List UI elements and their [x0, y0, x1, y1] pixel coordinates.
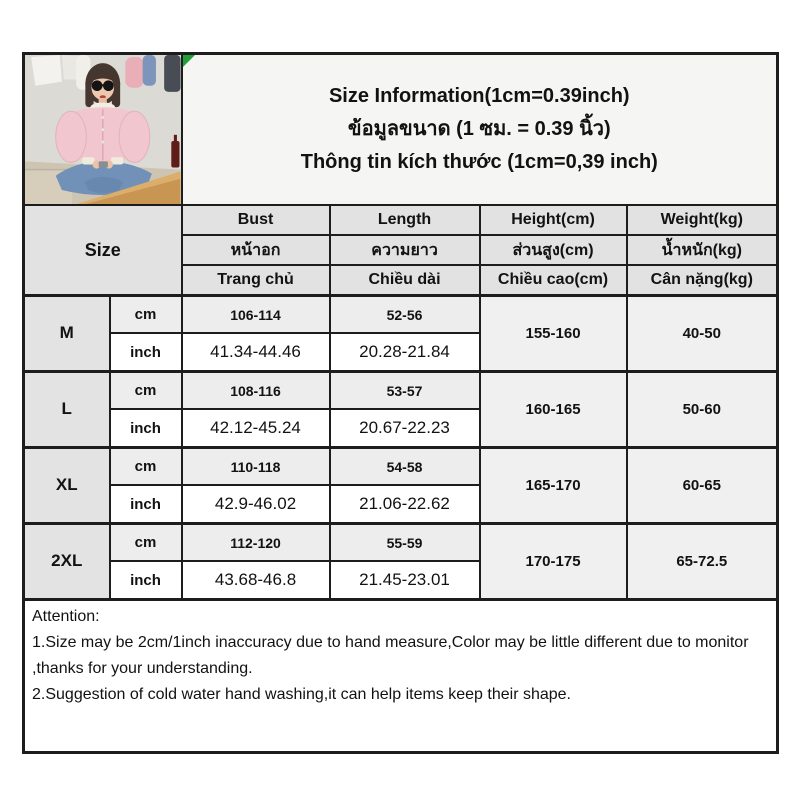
bust-cm-value: 108-116	[180, 369, 331, 411]
title-line-thai: ข้อมูลขนาด (1 ซม. = 0.39 นิ้ว)	[347, 118, 611, 141]
size-label-2xl: 2XL	[22, 521, 111, 601]
header-length-th: ความยาว	[328, 234, 481, 267]
green-corner-marker-icon	[183, 55, 195, 67]
header-weight-vi: Cân nặng(kg)	[625, 264, 779, 297]
unit-label-cm: cm	[108, 521, 183, 563]
unit-label-cm: cm	[108, 293, 183, 335]
header-weight-th: น้ำหนัก(kg)	[625, 234, 779, 267]
length-cm-value: 53-57	[328, 369, 481, 411]
weight-value: 60-65	[625, 445, 779, 525]
height-value: 165-170	[478, 445, 628, 525]
bust-cm-value: 106-114	[180, 293, 331, 335]
title-line-english: Size Information(1cm=0.39inch)	[328, 85, 630, 108]
attention-heading: Attention:	[32, 607, 100, 625]
length-cm-value: 54-58	[328, 445, 481, 487]
header-size: Size	[22, 204, 183, 297]
title-cell: Size Information(1cm=0.39inch) ข้อมูลขนา…	[180, 52, 779, 207]
size-label-l: L	[22, 369, 111, 449]
bust-inch-value: 42.12-45.24	[180, 408, 331, 449]
unit-label-inch: inch	[108, 560, 183, 601]
unit-label-inch: inch	[108, 408, 183, 449]
header-bust-th: หน้าอก	[180, 234, 331, 267]
length-cm-value: 52-56	[328, 293, 481, 335]
title-line-vietnamese: Thông tin kích thước (1cm=0,39 inch)	[300, 151, 658, 174]
weight-value: 65-72.5	[625, 521, 779, 601]
attention-note-2: 2.Suggestion of cold water hand washing,…	[32, 685, 571, 703]
header-height-th: ส่วนสูง(cm)	[478, 234, 628, 267]
unit-label-cm: cm	[108, 445, 183, 487]
bust-inch-value: 42.9-46.02	[180, 484, 331, 525]
bust-inch-value: 41.34-44.46	[180, 332, 331, 373]
size-label-m: M	[22, 293, 111, 373]
weight-value: 40-50	[625, 293, 779, 373]
length-inch-value: 20.67-22.23	[328, 408, 481, 449]
attention-section: Attention: 1.Size may be 2cm/1inch inacc…	[22, 597, 779, 754]
bust-cm-value: 110-118	[180, 445, 331, 487]
unit-label-cm: cm	[108, 369, 183, 411]
size-chart-table: Size Information(1cm=0.39inch) ข้อมูลขนา…	[22, 52, 780, 754]
length-inch-value: 21.06-22.62	[328, 484, 481, 525]
unit-label-inch: inch	[108, 332, 183, 373]
header-bust-vi: Trang chủ	[180, 264, 331, 297]
header-length-en: Length	[328, 204, 481, 237]
header-weight-en: Weight(kg)	[625, 204, 779, 237]
product-photo-cell	[22, 52, 183, 207]
header-bust-en: Bust	[180, 204, 331, 237]
weight-value: 50-60	[625, 369, 779, 449]
size-label-xl: XL	[22, 445, 111, 525]
model-photo	[25, 55, 180, 204]
height-value: 155-160	[478, 293, 628, 373]
header-height-en: Height(cm)	[478, 204, 628, 237]
length-inch-value: 21.45-23.01	[328, 560, 481, 601]
header-height-vi: Chiều cao(cm)	[478, 264, 628, 297]
bust-cm-value: 112-120	[180, 521, 331, 563]
attention-note-1: 1.Size may be 2cm/1inch inaccuracy due t…	[32, 633, 749, 677]
bust-inch-value: 43.68-46.8	[180, 560, 331, 601]
height-value: 160-165	[478, 369, 628, 449]
unit-label-inch: inch	[108, 484, 183, 525]
length-cm-value: 55-59	[328, 521, 481, 563]
height-value: 170-175	[478, 521, 628, 601]
header-length-vi: Chiều dài	[328, 264, 481, 297]
length-inch-value: 20.28-21.84	[328, 332, 481, 373]
